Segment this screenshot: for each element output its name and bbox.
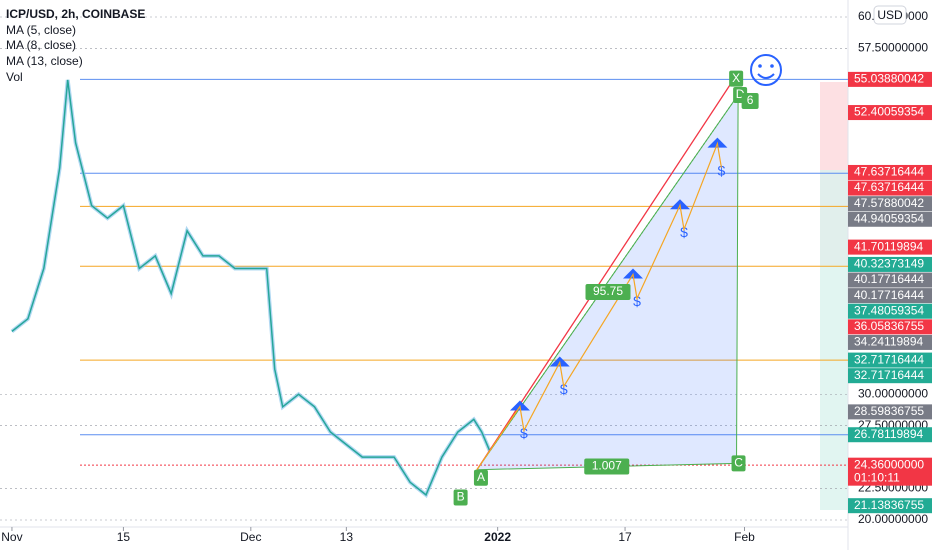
range-shade — [820, 170, 848, 510]
smiley — [750, 54, 782, 86]
price-line — [11, 79, 491, 497]
ma-line — [10, 79, 492, 499]
marker-label: $ — [520, 425, 528, 441]
price-badge — [848, 404, 932, 420]
price-badge — [848, 334, 932, 350]
price-badge-label: 37.48059354 — [854, 303, 924, 317]
x-tick-label: 15 — [117, 530, 131, 544]
countdown: 01:10:11 — [854, 470, 900, 484]
ratio-box — [584, 458, 630, 475]
x-tick-label: 2022 — [484, 530, 511, 544]
marker-label: $ — [717, 162, 725, 178]
legend-item: Vol — [6, 70, 23, 84]
legend-item: MA (8, close) — [6, 38, 76, 52]
price-badge — [848, 319, 932, 335]
ratio-label: 6 — [747, 93, 754, 107]
price-badge — [848, 288, 932, 304]
price-badge — [848, 256, 932, 272]
legend-item: MA (5, close) — [6, 23, 76, 37]
price-badge-label: 40.32373149 — [854, 257, 924, 271]
marker-label: $ — [680, 224, 688, 240]
pattern-point-box — [473, 469, 488, 486]
currency-label: USD — [877, 8, 903, 22]
price-badge-label: 52.40059354 — [854, 105, 924, 119]
y-tick-label: 20.00000000 — [858, 512, 928, 526]
price-badge-label: 32.71716444 — [854, 352, 924, 366]
zigzag — [476, 141, 722, 471]
y-tick-label: 57.50000000 — [858, 41, 928, 55]
price-badge — [848, 352, 932, 368]
y-tick-label: 30.00000000 — [858, 386, 928, 400]
price-badge-label: 47.63716444 — [854, 180, 924, 194]
price-badge — [848, 196, 932, 212]
ratio-label: 1.007 — [592, 459, 622, 473]
price-badge — [848, 498, 932, 514]
x-tick-label: 13 — [340, 530, 354, 544]
pattern-point-label: C — [734, 456, 743, 470]
price-badge — [848, 303, 932, 319]
price-badge-label: 28.59836755 — [854, 404, 924, 418]
x-tick-label: 17 — [618, 530, 632, 544]
pattern-point-label: B — [457, 490, 465, 504]
price-badge-label: 44.94059354 — [854, 211, 924, 225]
price-badge-label: 32.71716444 — [854, 368, 924, 382]
price-badge-label: 26.78119894 — [854, 427, 924, 441]
currency-button[interactable] — [873, 5, 907, 25]
price-badge-label: 21.13836755 — [854, 498, 924, 512]
price-badge — [848, 211, 932, 227]
price-badge-label: 47.63716444 — [854, 165, 924, 179]
price-badge — [848, 427, 932, 443]
price-badge-label: 24.36000000 — [854, 457, 924, 471]
x-tick-label: Feb — [734, 530, 755, 544]
price-badge — [848, 164, 932, 180]
legend-item: MA (13, close) — [6, 54, 83, 68]
price-badge-label: 40.17716444 — [854, 288, 924, 302]
price-badge — [848, 239, 932, 255]
x-tick-label: Dec — [240, 530, 261, 544]
x-tick-label: Nov — [1, 530, 22, 544]
price-badge — [848, 457, 932, 486]
price-badge — [848, 180, 932, 196]
price-badge-label: 55.03880042 — [854, 72, 924, 86]
pattern-point-label: A — [477, 470, 485, 484]
pattern-point-label: X — [732, 71, 740, 85]
pattern-point-box — [729, 70, 744, 87]
chart-title: ICP/USD, 2h, COINBASE — [6, 7, 145, 21]
price-badge-label: 41.70119894 — [854, 239, 924, 253]
ratio-box — [741, 92, 759, 109]
marker-label: $ — [633, 293, 641, 309]
price-badge-label: 47.57880042 — [854, 196, 924, 210]
price-badge-label: 36.05836755 — [854, 319, 924, 333]
ratio-box — [585, 284, 631, 300]
price-badge-label: 40.17716444 — [854, 272, 924, 286]
price-badge — [848, 368, 932, 384]
price-badge — [848, 71, 932, 87]
pattern-point-label: D — [736, 87, 745, 101]
price-badge — [848, 272, 932, 288]
pattern-point-box — [453, 489, 468, 506]
pattern-point-box — [731, 455, 746, 472]
marker-label: $ — [560, 381, 568, 397]
price-badge — [848, 105, 932, 121]
price-badge-label: 34.24119894 — [854, 335, 924, 349]
ratio-label: 95.75 — [593, 284, 623, 298]
